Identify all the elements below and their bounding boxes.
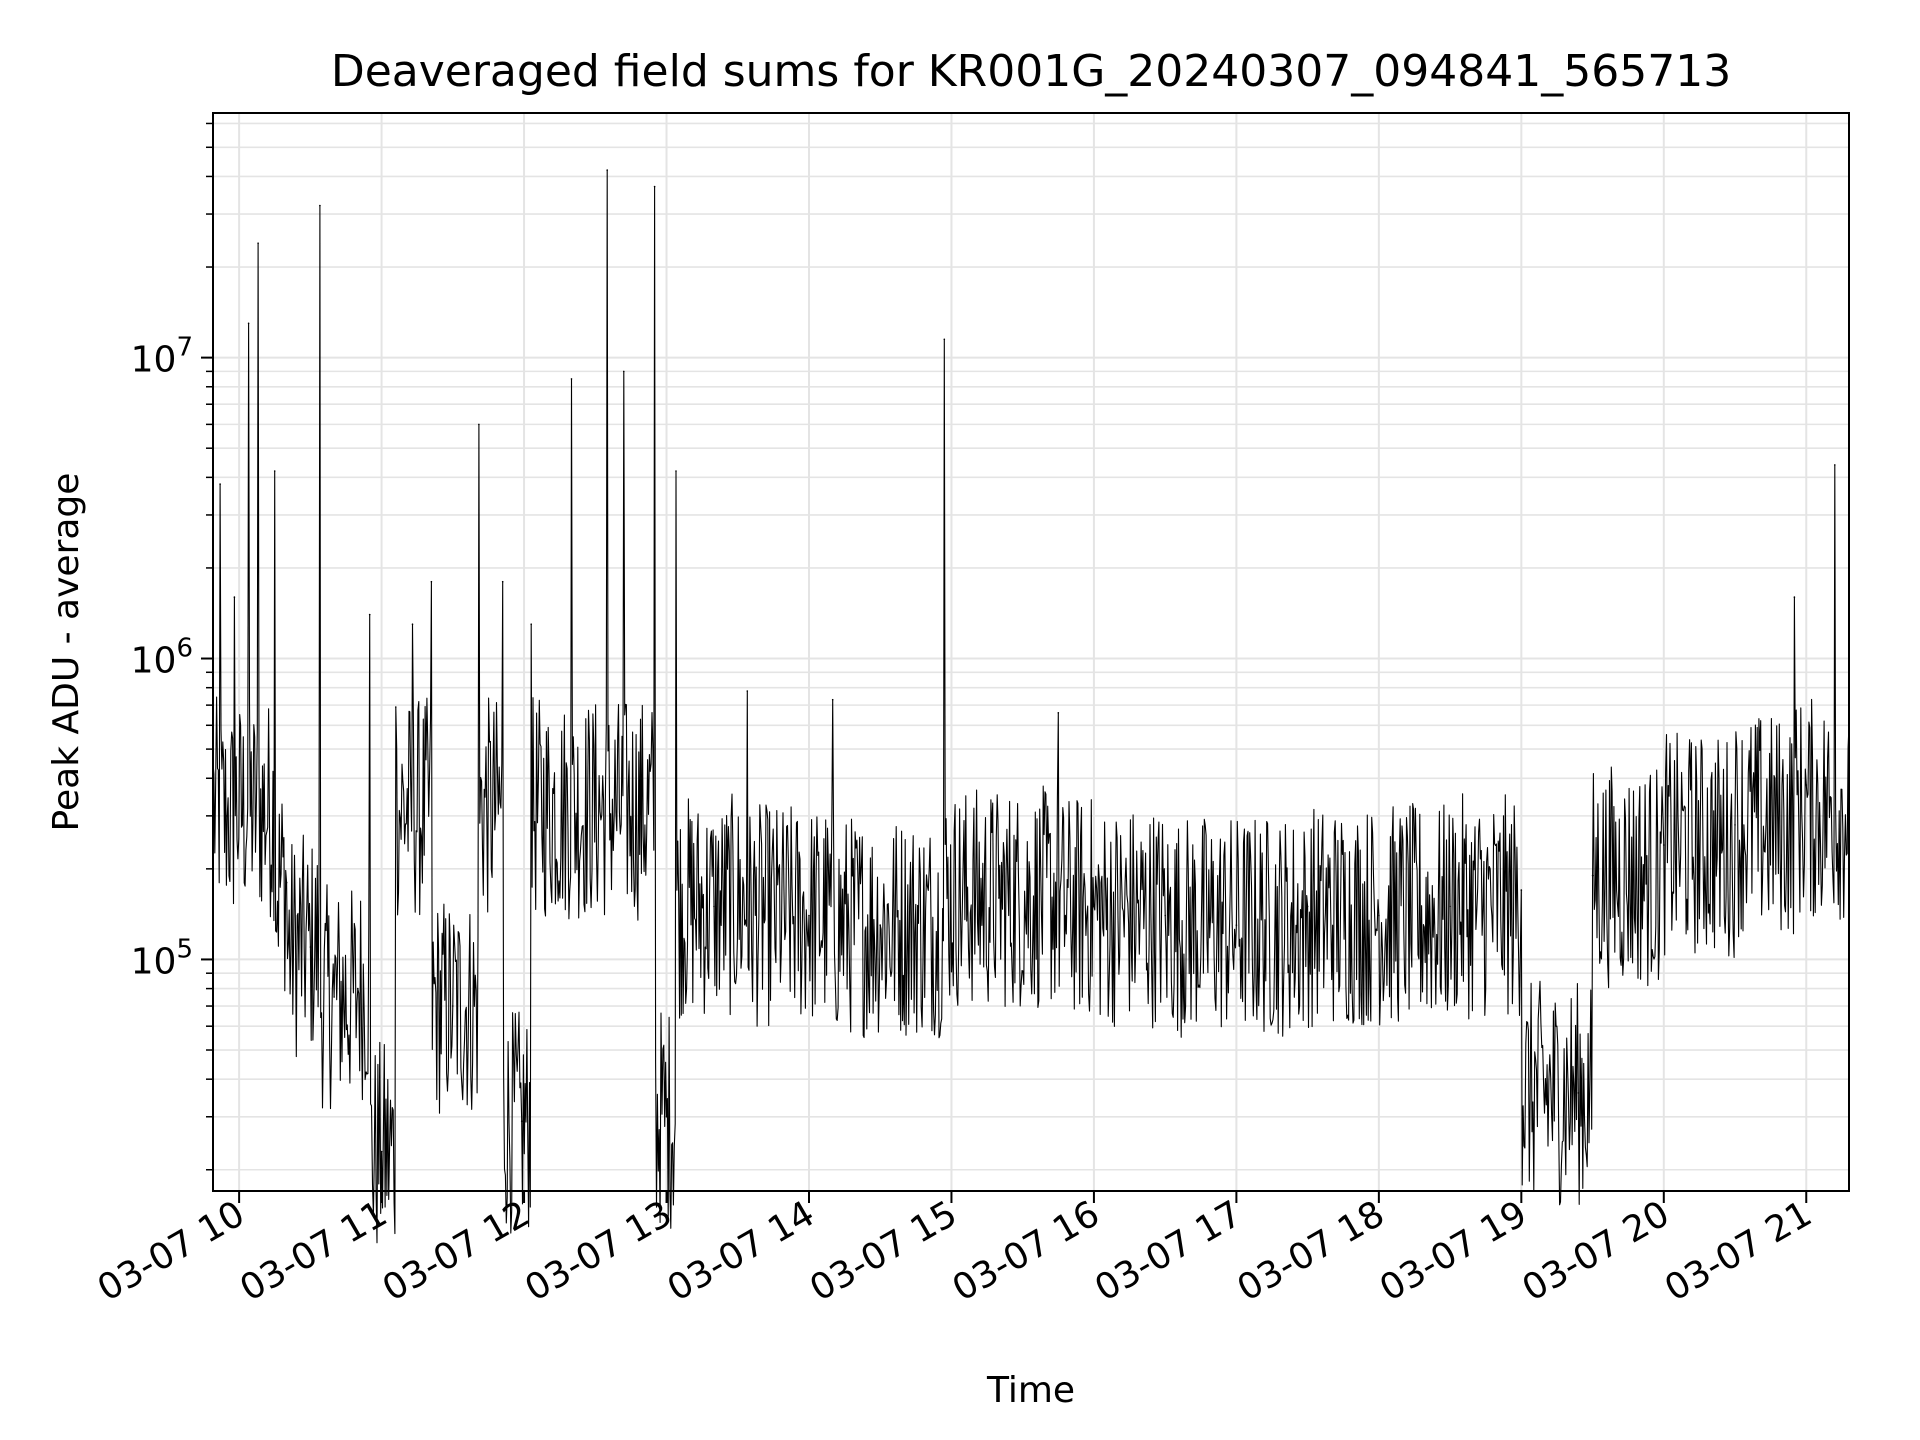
data-point	[411, 623, 414, 625]
chart-title: Deaveraged field sums for KR001G_2024030…	[331, 46, 1731, 97]
data-point	[368, 613, 371, 616]
data-point	[430, 580, 433, 583]
series-line	[212, 169, 1850, 1244]
data-point	[831, 698, 834, 701]
data-point	[520, 1120, 523, 1122]
data-point	[1520, 889, 1523, 891]
plot-frame	[212, 112, 1850, 1192]
data-point	[478, 423, 480, 426]
data-point	[219, 483, 221, 485]
data-point	[1164, 914, 1166, 917]
data-point	[1378, 914, 1380, 917]
data-point	[501, 580, 504, 583]
data-point	[746, 690, 749, 692]
data-layer	[212, 169, 1850, 1244]
data-point	[998, 897, 1000, 899]
data-point	[623, 370, 625, 373]
data-point	[1093, 905, 1095, 908]
grid	[213, 113, 1849, 1191]
data-point	[675, 470, 677, 472]
y-axis-label: Peak ADU - average	[46, 473, 87, 832]
data-point	[380, 1150, 383, 1153]
data-point	[1449, 905, 1451, 908]
data-point	[233, 596, 236, 598]
data-point	[653, 185, 656, 188]
data-point	[1793, 596, 1796, 598]
data-point	[226, 815, 228, 817]
x-axis-label: Time	[986, 1370, 1075, 1411]
data-point	[285, 881, 288, 884]
data-point	[606, 169, 608, 171]
data-point	[1577, 1092, 1580, 1094]
data-point	[808, 914, 810, 917]
data-point	[1057, 712, 1060, 714]
data-point	[247, 322, 250, 325]
data-point	[309, 946, 312, 948]
data-point	[1306, 905, 1309, 908]
data-point	[1734, 824, 1736, 826]
data-point	[333, 996, 335, 998]
data-point	[713, 905, 715, 908]
data-point	[357, 987, 359, 990]
data-point	[273, 470, 276, 472]
data-point	[1235, 924, 1238, 926]
data-point	[943, 338, 946, 341]
data-point	[530, 623, 532, 625]
data-point	[257, 242, 259, 244]
data-point	[395, 706, 397, 708]
data-point	[452, 1005, 454, 1007]
data-point	[1834, 464, 1836, 466]
data-point	[1805, 784, 1808, 786]
data-point	[570, 378, 573, 380]
data-point	[665, 1116, 668, 1118]
data-point	[319, 204, 321, 207]
data-point	[879, 924, 881, 926]
data-point	[1663, 844, 1665, 846]
data-point	[1591, 874, 1594, 877]
